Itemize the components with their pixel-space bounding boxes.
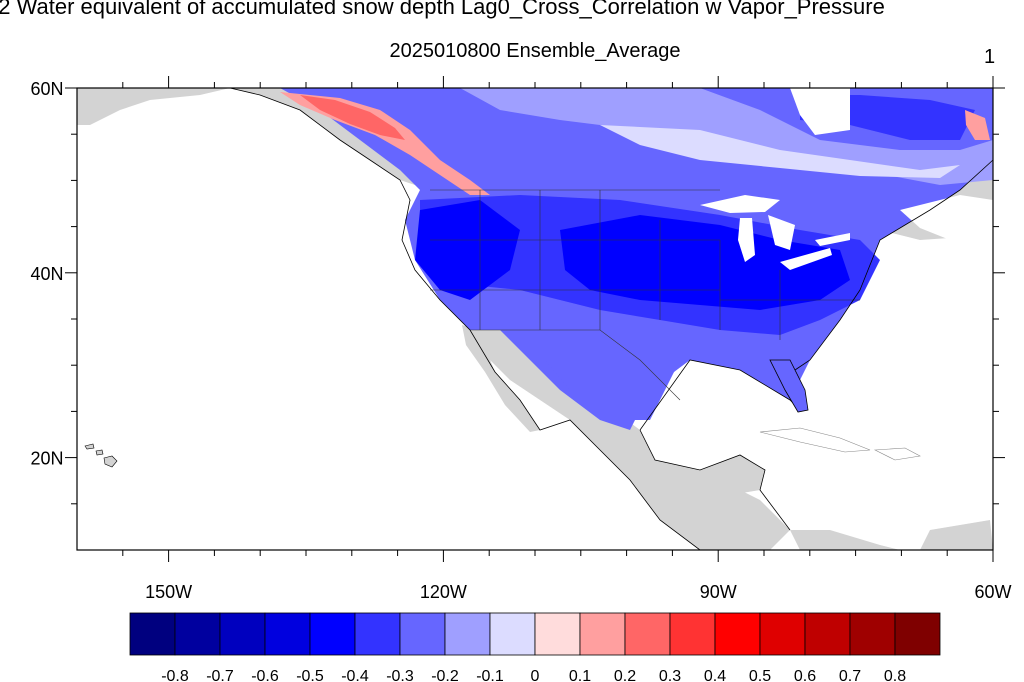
colorbar-label: 0.4: [704, 668, 726, 682]
colorbar-swatch: [714, 612, 761, 656]
colorbar-label: -0.7: [206, 668, 234, 682]
alaska-land: [77, 88, 230, 125]
colorbar-swatch: [399, 612, 446, 656]
colorbar-label: 0.6: [794, 668, 816, 682]
map-subtitle: 2025010800 Ensemble_Average: [389, 40, 681, 62]
colorbar-swatch: [219, 612, 266, 656]
colorbar-swatch: [129, 612, 176, 656]
colorbar-swatch: [489, 612, 536, 656]
cuba-island: [759, 427, 871, 453]
map-plot-area: [77, 88, 993, 550]
colorbar-swatch: [444, 612, 491, 656]
positive-correlation-labrador: [965, 110, 990, 140]
lat-tick-label: 20N: [30, 449, 63, 469]
map-title: 12 Water equivalent of accumulated snow …: [0, 0, 885, 19]
correlation-field-west: [415, 200, 520, 300]
lon-tick-label: 60W: [974, 582, 1011, 602]
colorbar-label: -0.5: [296, 668, 324, 682]
colorbar-swatch: [264, 612, 311, 656]
correlation-field-strong: [560, 215, 850, 310]
colorbar-label: 0.7: [839, 668, 861, 682]
colorbar-label: 0: [531, 668, 540, 682]
baja-california: [462, 325, 540, 432]
colorbar-swatch: [804, 612, 851, 656]
colorbar-label: 0.5: [749, 668, 771, 682]
colorbar-swatch: [669, 612, 716, 656]
lake-erie: [780, 248, 832, 270]
lat-tick-label: 40N: [30, 264, 63, 284]
colorbar-swatch: [849, 612, 896, 656]
lon-tick-label: 90W: [700, 582, 737, 602]
hawaii-islands: [84, 443, 118, 468]
colorbar-label: -0.6: [251, 668, 279, 682]
axis-ticks: 60N 40N 20N 150W 120W 90W 60W: [30, 76, 1012, 602]
colorbar-swatch: [309, 612, 356, 656]
colorbar-label: 0.3: [659, 668, 681, 682]
positive-correlation-bc-core: [300, 95, 405, 140]
colorbar-label: 0.8: [884, 668, 906, 682]
colorbar-swatch: [624, 612, 671, 656]
lon-tick-label: 150W: [145, 582, 192, 602]
florida-peninsula: [769, 359, 809, 413]
yucatan-land: [700, 455, 765, 495]
lake-superior: [700, 195, 780, 213]
positive-correlation-bc: [280, 92, 490, 195]
colorbar-label: 0.2: [614, 668, 636, 682]
colorbar: -0.8 -0.7 -0.6 -0.5 -0.4 -0.3 -0.2 -0.1 0 0.1 0.2 0…: [129, 612, 941, 682]
south-america-edge: [920, 520, 993, 550]
colorbar-label: -0.8: [161, 668, 189, 682]
panel-label: 1: [984, 46, 996, 68]
colorbar-swatch: [579, 612, 626, 656]
lat-tick-label: 60N: [30, 79, 63, 99]
colorbar-label: -0.3: [386, 668, 414, 682]
hispaniola-island: [873, 447, 921, 461]
correlation-field-pale: [460, 88, 993, 185]
hudson-bay-edge: [790, 88, 850, 135]
lake-michigan: [738, 218, 755, 262]
colorbar-label: -0.4: [341, 668, 369, 682]
correlation-field-texas: [545, 330, 680, 420]
political-boundaries: [430, 189, 860, 401]
colorbar-label: -0.1: [476, 668, 504, 682]
colorbar-label: -0.2: [431, 668, 459, 682]
mexico-land: [470, 330, 790, 550]
colorbar-swatch: [174, 612, 221, 656]
central-america-land: [790, 530, 900, 550]
colorbar-swatch: [354, 612, 401, 656]
colorbar-swatch: [894, 612, 941, 656]
lake-ontario: [815, 233, 850, 246]
colorbar-swatch: [534, 612, 581, 656]
lon-tick-label: 120W: [420, 582, 467, 602]
colorbar-swatch: [759, 612, 806, 656]
colorbar-label: 0.1: [569, 668, 591, 682]
lake-huron: [768, 215, 795, 250]
coastlines: [229, 88, 993, 550]
correlation-field-faint: [600, 125, 960, 178]
gulf-of-st-lawrence: [900, 195, 993, 240]
